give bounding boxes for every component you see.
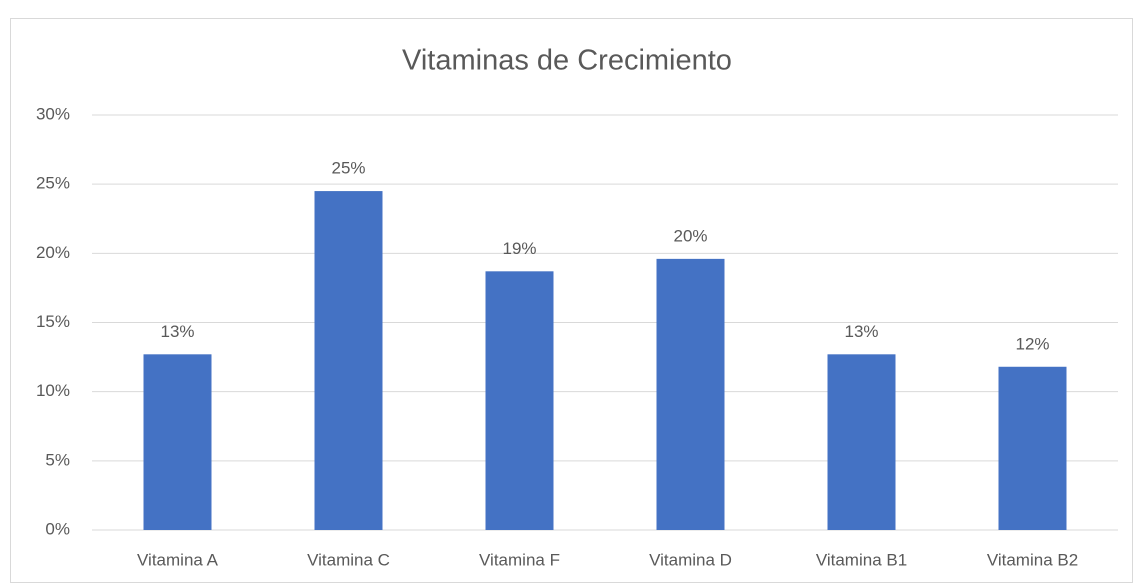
x-tick-label: Vitamina D <box>649 550 732 569</box>
bar <box>485 271 554 530</box>
chart-title: Vitaminas de Crecimiento <box>402 45 732 77</box>
bar <box>827 354 896 530</box>
x-tick-label: Vitamina B2 <box>987 550 1078 569</box>
data-label: 12% <box>1015 334 1049 353</box>
y-tick-label: 25% <box>36 174 70 193</box>
y-tick-label: 30% <box>36 104 70 123</box>
bar <box>998 366 1067 530</box>
data-label: 13% <box>160 322 194 341</box>
bar <box>314 191 383 531</box>
y-tick-label: 15% <box>36 312 70 331</box>
y-tick-label: 10% <box>36 381 70 400</box>
y-tick-label: 20% <box>36 243 70 262</box>
x-tick-label: Vitamina C <box>307 550 390 569</box>
bar <box>143 354 212 530</box>
y-tick-label: 0% <box>45 519 70 538</box>
bar <box>656 258 725 530</box>
x-tick-label: Vitamina B1 <box>816 550 907 569</box>
data-label: 20% <box>673 226 707 245</box>
data-label: 13% <box>844 322 878 341</box>
x-tick-label: Vitamina F <box>479 550 560 569</box>
data-label: 19% <box>502 239 536 258</box>
x-tick-label: Vitamina A <box>137 550 219 569</box>
data-label: 25% <box>331 159 365 178</box>
y-tick-label: 5% <box>45 450 70 469</box>
